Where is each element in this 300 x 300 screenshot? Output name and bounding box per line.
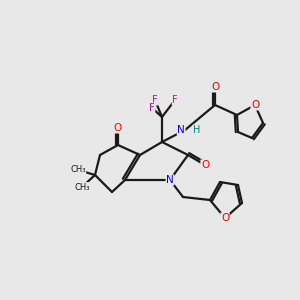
Text: F: F (149, 103, 155, 113)
Text: H: H (193, 125, 200, 135)
Text: O: O (211, 82, 219, 92)
Text: O: O (221, 213, 229, 223)
Text: N: N (166, 175, 174, 185)
Text: CH₃: CH₃ (74, 182, 90, 191)
Text: O: O (251, 100, 259, 110)
Text: F: F (152, 95, 158, 105)
Text: O: O (114, 123, 122, 133)
Text: F: F (172, 95, 178, 105)
Text: CH₃: CH₃ (70, 166, 86, 175)
Text: N: N (177, 125, 185, 135)
Text: O: O (201, 160, 209, 170)
